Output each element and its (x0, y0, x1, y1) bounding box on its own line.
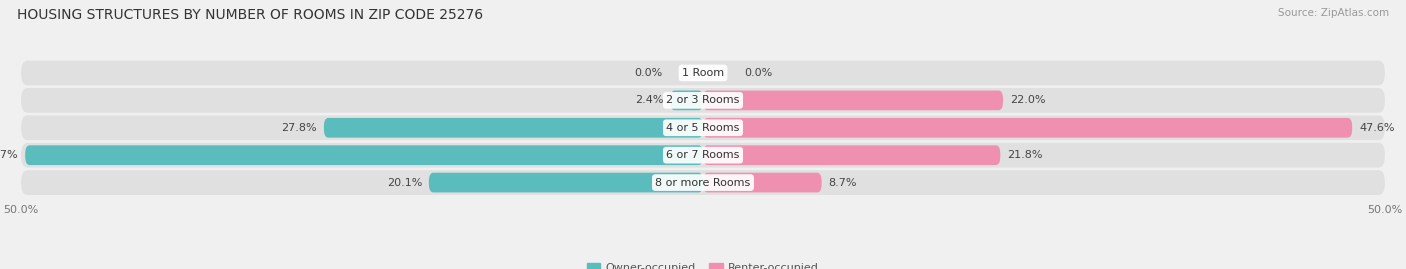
FancyBboxPatch shape (21, 88, 1385, 113)
Text: 2 or 3 Rooms: 2 or 3 Rooms (666, 95, 740, 105)
FancyBboxPatch shape (21, 170, 1385, 195)
FancyBboxPatch shape (323, 118, 703, 138)
Text: 49.7%: 49.7% (0, 150, 18, 160)
Text: Source: ZipAtlas.com: Source: ZipAtlas.com (1278, 8, 1389, 18)
FancyBboxPatch shape (703, 118, 1353, 138)
Text: 20.1%: 20.1% (387, 178, 422, 187)
Text: 6 or 7 Rooms: 6 or 7 Rooms (666, 150, 740, 160)
Text: 8.7%: 8.7% (828, 178, 858, 187)
FancyBboxPatch shape (25, 145, 703, 165)
Legend: Owner-occupied, Renter-occupied: Owner-occupied, Renter-occupied (582, 258, 824, 269)
FancyBboxPatch shape (21, 61, 1385, 85)
Text: 2.4%: 2.4% (636, 95, 664, 105)
FancyBboxPatch shape (429, 173, 703, 192)
FancyBboxPatch shape (703, 145, 1000, 165)
FancyBboxPatch shape (21, 115, 1385, 140)
Text: 1 Room: 1 Room (682, 68, 724, 78)
Text: 8 or more Rooms: 8 or more Rooms (655, 178, 751, 187)
Text: 4 or 5 Rooms: 4 or 5 Rooms (666, 123, 740, 133)
Text: 0.0%: 0.0% (634, 68, 662, 78)
Text: 27.8%: 27.8% (281, 123, 316, 133)
Text: 0.0%: 0.0% (744, 68, 772, 78)
Text: 22.0%: 22.0% (1010, 95, 1045, 105)
FancyBboxPatch shape (703, 90, 1002, 110)
FancyBboxPatch shape (21, 143, 1385, 168)
Text: HOUSING STRUCTURES BY NUMBER OF ROOMS IN ZIP CODE 25276: HOUSING STRUCTURES BY NUMBER OF ROOMS IN… (17, 8, 484, 22)
FancyBboxPatch shape (671, 90, 703, 110)
Text: 21.8%: 21.8% (1007, 150, 1043, 160)
FancyBboxPatch shape (703, 173, 821, 192)
Text: 47.6%: 47.6% (1360, 123, 1395, 133)
